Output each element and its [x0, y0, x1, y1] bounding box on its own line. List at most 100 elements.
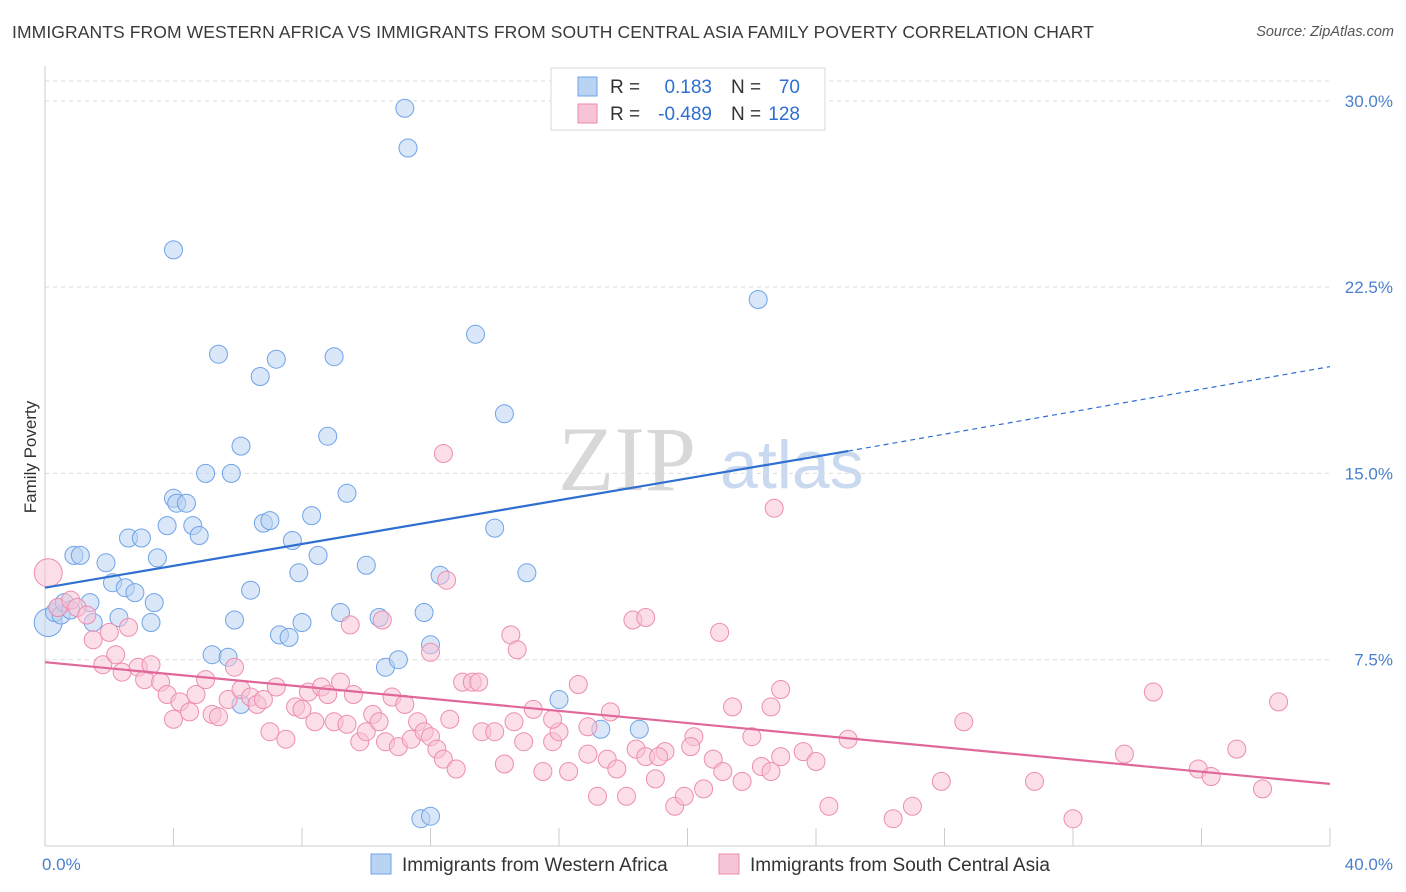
legend-box: R = 0.183 N = 70 R = -0.489 N = 128: [550, 67, 826, 131]
south-central-asia-point-127: [764, 498, 784, 518]
south-central-asia-point-6: [93, 655, 113, 675]
south-central-asia-point-107: [793, 742, 813, 762]
south-central-asia-point-121: [1227, 739, 1247, 759]
south-central-asia-point-113: [931, 771, 951, 791]
western-africa-point-54: [209, 344, 228, 364]
south-central-asia-point-9: [112, 662, 132, 682]
south-central-asia-point-62: [494, 754, 514, 774]
south-central-asia-point-90: [761, 762, 781, 781]
south-central-asia-point-29: [260, 722, 280, 742]
south-central-asia-point-108: [806, 752, 826, 771]
south-central-asia-point-35: [305, 712, 325, 732]
western-africa-point-17: [141, 613, 161, 632]
south-central-asia-point-112: [902, 796, 922, 816]
south-central-asia-point-81: [674, 786, 694, 806]
legend-swatch-pink: [577, 103, 598, 124]
bottom-legend-swatch-pink: [718, 853, 740, 875]
western-africa-point-32: [260, 511, 280, 531]
south-central-asia-point-111: [883, 809, 903, 829]
bottom-legend: Immigrants from Western Africa Immigrant…: [370, 853, 1050, 876]
south-central-asia-point-115: [1025, 771, 1044, 791]
western-africa-point-63: [494, 404, 514, 424]
south-central-asia-point-71: [578, 717, 598, 737]
south-central-asia-point-97: [543, 709, 563, 729]
western-africa-point-46: [414, 603, 434, 622]
south-central-asia-point-24: [225, 657, 244, 677]
western-africa-point-26: [202, 645, 222, 665]
south-central-asia-point-0: [33, 558, 63, 588]
south-central-asia-point-23: [218, 690, 238, 709]
south-central-asia-point-83: [694, 779, 714, 799]
y-tick-label-3: 30.0%: [1345, 92, 1393, 111]
western-africa-point-64: [221, 463, 241, 483]
south-central-asia-point-75: [617, 786, 636, 806]
western-africa-point-60: [395, 98, 415, 118]
south-central-asia-point-117: [1114, 744, 1134, 764]
south-central-asia-point-88: [742, 727, 762, 747]
y-tick-labels: 7.5% 15.0% 22.5% 30.0%: [1345, 92, 1393, 670]
western-africa-point-38: [302, 506, 322, 526]
western-africa-point-58: [318, 426, 338, 446]
legend-r-value-1: 0.183: [664, 77, 712, 98]
western-africa-point-20: [157, 516, 177, 536]
south-central-asia-point-7: [99, 622, 119, 642]
western-africa-point-65: [196, 463, 216, 483]
western-africa-point-52: [629, 719, 649, 739]
western-africa-point-39: [308, 545, 328, 565]
y-axis-label: Family Poverty: [21, 400, 40, 513]
western-africa-point-36: [289, 563, 309, 583]
south-central-asia-point-10: [119, 617, 138, 637]
south-central-asia-point-126: [433, 444, 453, 463]
western-africa-point-55: [231, 436, 251, 456]
south-central-asia-point-114: [954, 712, 974, 732]
south-central-asia-point-96: [507, 640, 527, 660]
watermark-zip: ZIP: [558, 408, 696, 510]
south-central-asia-point-49: [395, 694, 415, 714]
south-central-asia-point-116: [1063, 809, 1083, 829]
south-central-asia-point-20: [196, 670, 216, 690]
south-central-asia-point-18: [180, 702, 200, 722]
south-central-asia-point-69: [559, 762, 579, 781]
south-central-asia-point-57: [446, 759, 466, 779]
south-central-asia-point-109: [819, 796, 839, 816]
western-africa-point-34: [279, 627, 299, 647]
y-tick-label-2: 22.5%: [1345, 278, 1393, 297]
western-africa-point-56: [250, 367, 270, 386]
south-central-asia-point-98: [578, 744, 598, 764]
bottom-legend-label-1: Immigrants from Western Africa: [402, 855, 668, 876]
south-central-asia-point-16: [164, 709, 183, 729]
south-central-asia-point-4: [77, 605, 97, 625]
legend-n-label-1: N =: [731, 77, 761, 98]
western-africa-point-61: [398, 138, 418, 158]
chart-title: IMMIGRANTS FROM WESTERN AFRICA VS IMMIGR…: [12, 22, 1094, 42]
south-central-asia-point-33: [292, 699, 312, 719]
south-central-asia-point-78: [645, 769, 665, 789]
south-central-asia-point-19: [186, 685, 206, 704]
trend-lines: [44, 366, 1331, 785]
x-tick-label-1: 40.0%: [1345, 855, 1393, 874]
western-africa-point-57: [266, 349, 286, 369]
south-central-asia-point-31: [276, 729, 296, 749]
south-central-asia-point-22: [209, 707, 228, 727]
bottom-legend-label-2: Immigrants from South Central Asia: [750, 855, 1050, 876]
south-central-asia-point-55: [433, 749, 453, 769]
south-central-asia-point-87: [732, 771, 752, 791]
south-central-asia-point-64: [514, 732, 534, 752]
trend-line-western-africa-extension: [848, 366, 1331, 452]
south-central-asia-point-40: [337, 714, 357, 734]
western-africa-point-18: [144, 593, 164, 613]
south-central-asia-point-72: [588, 786, 607, 806]
legend-n-value-2: 128: [768, 104, 800, 125]
western-africa-point-25: [189, 526, 209, 545]
south-central-asia-point-43: [356, 722, 376, 742]
western-africa-point-59: [324, 347, 344, 367]
western-africa-point-69: [549, 690, 569, 709]
western-africa-point-23: [176, 493, 196, 513]
south-central-asia-point-66: [533, 762, 553, 781]
legend-r-label-2: R =: [610, 104, 640, 125]
legend-swatch-blue: [577, 76, 598, 97]
y-tick-label-1: 15.0%: [1345, 464, 1393, 483]
series-south-central-asia-points: [33, 444, 1289, 829]
western-africa-point-7: [70, 545, 90, 565]
western-africa-point-53: [164, 240, 183, 260]
